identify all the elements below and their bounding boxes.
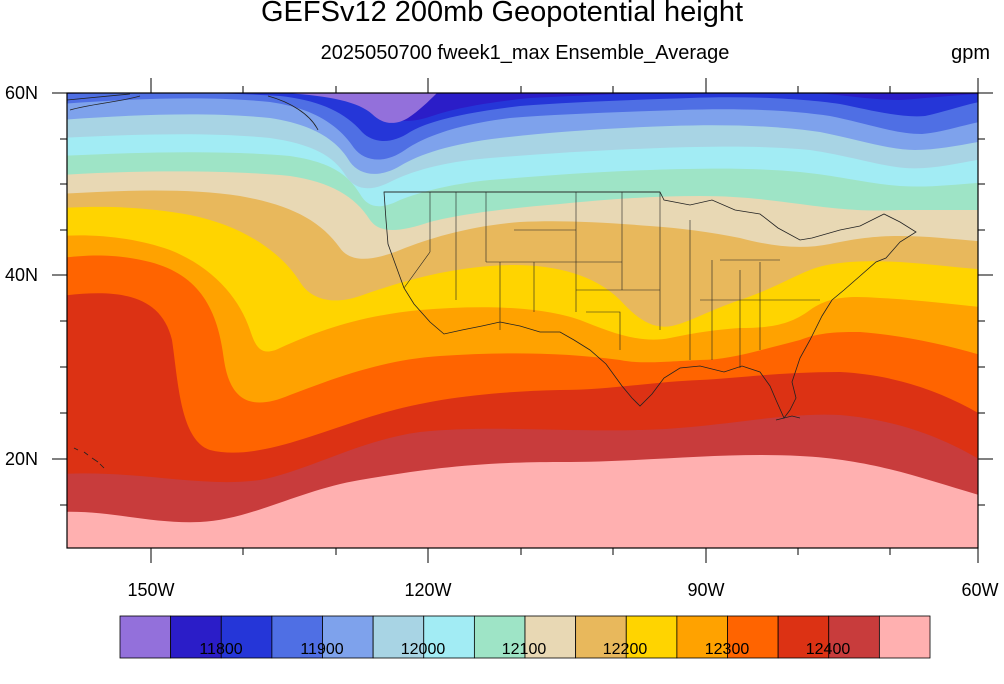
colorbar-label: 12300 (705, 641, 750, 658)
units-label: gpm (951, 42, 990, 64)
colorbar-swatch (625, 615, 678, 659)
colorbar-swatch (473, 615, 526, 659)
colorbar-label: 12100 (502, 641, 547, 658)
colorbar-swatch (524, 615, 577, 659)
band-11900 (67, 93, 978, 174)
colorbar-label: 11800 (199, 641, 242, 658)
map-title: GEFSv12 200mb Geopotential height (260, 0, 744, 28)
colorbar-label: 11900 (300, 641, 343, 658)
band-11750 (329, 93, 978, 121)
colorbar-swatch (322, 615, 374, 659)
colorbar-label: 12400 (806, 641, 851, 658)
colorbar-swatch (372, 615, 425, 659)
plot-frame (52, 78, 993, 563)
band-below-11750 (285, 93, 437, 123)
colorbar-label: 12000 (401, 641, 446, 658)
colorbar-swatch (119, 615, 172, 659)
colorbar-swatch (170, 615, 222, 659)
colorbar-swatch (575, 615, 627, 659)
colorbar-labels: 11800 11900 12000 12100 12200 12300 1240… (199, 641, 850, 658)
lat-label: 60N (5, 83, 38, 103)
lon-label: 150W (127, 580, 174, 600)
cuba-coast (775, 415, 801, 421)
lon-label: 90W (687, 580, 724, 600)
colorbar-swatch (423, 615, 475, 659)
colorbar-label: 12200 (603, 641, 648, 658)
lon-axis-labels: 150W 120W 90W 60W (127, 580, 998, 600)
colorbar-swatch (220, 615, 273, 659)
lat-axis-labels: 60N 40N 20N (5, 83, 38, 469)
lat-label: 20N (5, 449, 38, 469)
contour-bands (67, 93, 978, 548)
map-subtitle: 2025050700 fweek1_max Ensemble_Average (320, 42, 730, 64)
colorbar (119, 615, 931, 659)
lat-label: 40N (5, 265, 38, 285)
colorbar-swatch (676, 615, 728, 659)
boundaries (67, 93, 917, 469)
alaska-coast (67, 93, 319, 131)
hawaii-islands (73, 447, 105, 469)
us-outline (383, 191, 917, 419)
colorbar-swatch (777, 615, 830, 659)
colorbar-swatch (727, 615, 779, 659)
lon-label: 60W (961, 580, 998, 600)
colorbar-swatch (878, 615, 931, 659)
state-lines (403, 192, 820, 368)
colorbar-swatch (828, 615, 880, 659)
lon-label: 120W (404, 580, 451, 600)
